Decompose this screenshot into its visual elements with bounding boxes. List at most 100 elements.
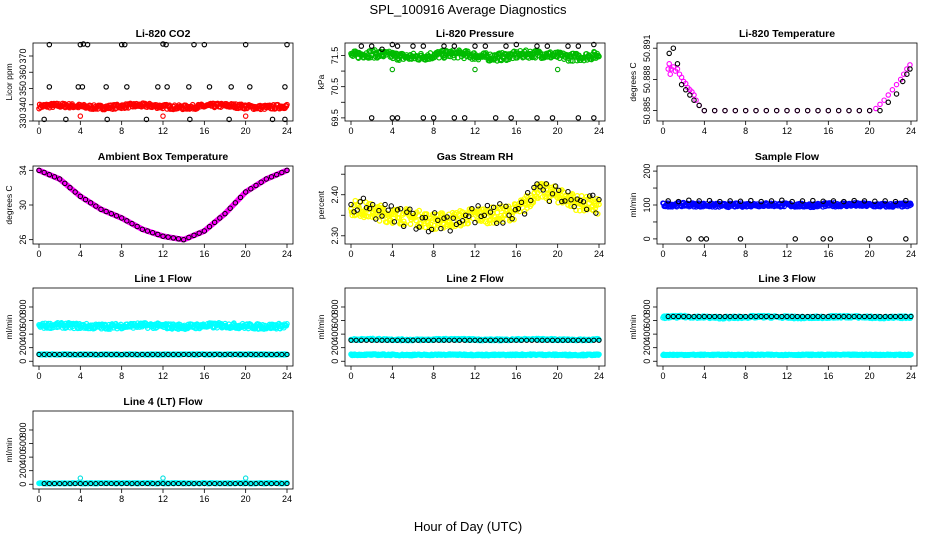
data-point xyxy=(366,205,373,212)
x-tick-label: 8 xyxy=(743,249,748,259)
data-point xyxy=(51,174,58,180)
data-point xyxy=(687,92,693,98)
series-3 xyxy=(389,66,561,73)
data-point xyxy=(420,43,427,49)
series-1 xyxy=(358,41,597,52)
data-point xyxy=(478,213,484,220)
data-point xyxy=(258,179,264,185)
data-point xyxy=(447,228,453,234)
data-point xyxy=(401,223,407,229)
data-point xyxy=(222,210,228,217)
data-point xyxy=(830,198,837,204)
data-point xyxy=(528,197,534,204)
data-point xyxy=(284,41,290,48)
x-tick-label: 8 xyxy=(743,126,748,136)
data-point xyxy=(149,230,156,236)
data-point xyxy=(873,105,879,112)
data-point xyxy=(46,41,53,48)
data-point xyxy=(186,84,192,90)
y-axis-label: ml/min xyxy=(628,314,638,339)
x-tick-label: 12 xyxy=(158,249,168,259)
data-point xyxy=(682,87,689,93)
data-point xyxy=(248,186,254,192)
data-point xyxy=(459,218,466,224)
data-point xyxy=(559,198,565,205)
x-tick-label: 24 xyxy=(282,126,292,136)
data-point xyxy=(596,53,602,60)
data-point xyxy=(667,71,673,77)
data-point xyxy=(575,43,582,49)
data-point xyxy=(856,107,863,114)
data-point xyxy=(544,43,551,49)
data-point xyxy=(444,214,450,220)
x-tick-label: 20 xyxy=(865,249,875,259)
data-point xyxy=(512,207,518,213)
data-point xyxy=(389,66,396,73)
data-point xyxy=(904,66,910,72)
x-tick-label: 8 xyxy=(743,371,748,381)
data-point xyxy=(419,215,425,221)
y-tick-label: 2.30 xyxy=(330,227,340,245)
data-point xyxy=(441,43,447,49)
data-point xyxy=(580,199,587,205)
data-point xyxy=(827,236,834,242)
data-point xyxy=(497,205,504,212)
data-point xyxy=(242,41,249,48)
series-2 xyxy=(46,84,288,90)
data-point xyxy=(508,115,514,121)
data-point xyxy=(410,43,416,49)
data-point xyxy=(385,207,391,213)
x-axis-title: Hour of Day (UTC) xyxy=(414,519,522,534)
data-point xyxy=(846,107,852,114)
y-tick-label: 0 xyxy=(642,236,652,241)
data-point xyxy=(186,234,192,241)
x-tick-label: 12 xyxy=(782,371,792,381)
data-point xyxy=(77,193,84,200)
series-4 xyxy=(77,113,249,119)
data-point xyxy=(686,197,692,204)
x-tick-label: 16 xyxy=(511,371,521,381)
data-point xyxy=(877,101,883,108)
data-point xyxy=(416,207,423,214)
data-point xyxy=(674,61,681,67)
data-point xyxy=(494,209,501,216)
data-point xyxy=(451,43,458,49)
data-point xyxy=(87,200,94,206)
data-point xyxy=(537,184,543,190)
data-point xyxy=(575,115,582,121)
data-point xyxy=(574,196,580,202)
data-point xyxy=(77,41,84,48)
data-point xyxy=(466,213,472,219)
data-point xyxy=(773,107,780,114)
x-tick-label: 4 xyxy=(702,249,707,259)
data-point xyxy=(382,201,388,208)
panel-title: Sample Flow xyxy=(755,151,820,163)
x-tick-label: 20 xyxy=(241,371,251,381)
x-tick-label: 4 xyxy=(78,249,83,259)
data-point xyxy=(768,198,775,204)
data-point xyxy=(155,231,161,238)
data-point xyxy=(247,84,253,90)
data-point xyxy=(892,198,899,205)
y-tick-label: 71.5 xyxy=(330,47,340,65)
x-tick-label: 4 xyxy=(78,371,83,381)
data-point xyxy=(549,115,556,121)
y-axis-label: ml/min xyxy=(316,314,326,339)
data-point xyxy=(395,206,401,213)
data-point xyxy=(461,115,468,121)
data-point xyxy=(124,84,130,90)
data-point xyxy=(155,84,161,90)
data-point xyxy=(242,113,249,119)
data-point xyxy=(432,210,438,216)
data-point xyxy=(475,203,481,209)
data-point xyxy=(187,116,193,123)
x-tick-label: 16 xyxy=(199,371,209,381)
data-point xyxy=(360,195,367,201)
data-point xyxy=(696,198,702,204)
data-point xyxy=(670,64,677,70)
data-point xyxy=(907,66,913,72)
y-axis-label: ml/min xyxy=(628,192,638,217)
data-point xyxy=(678,81,685,88)
